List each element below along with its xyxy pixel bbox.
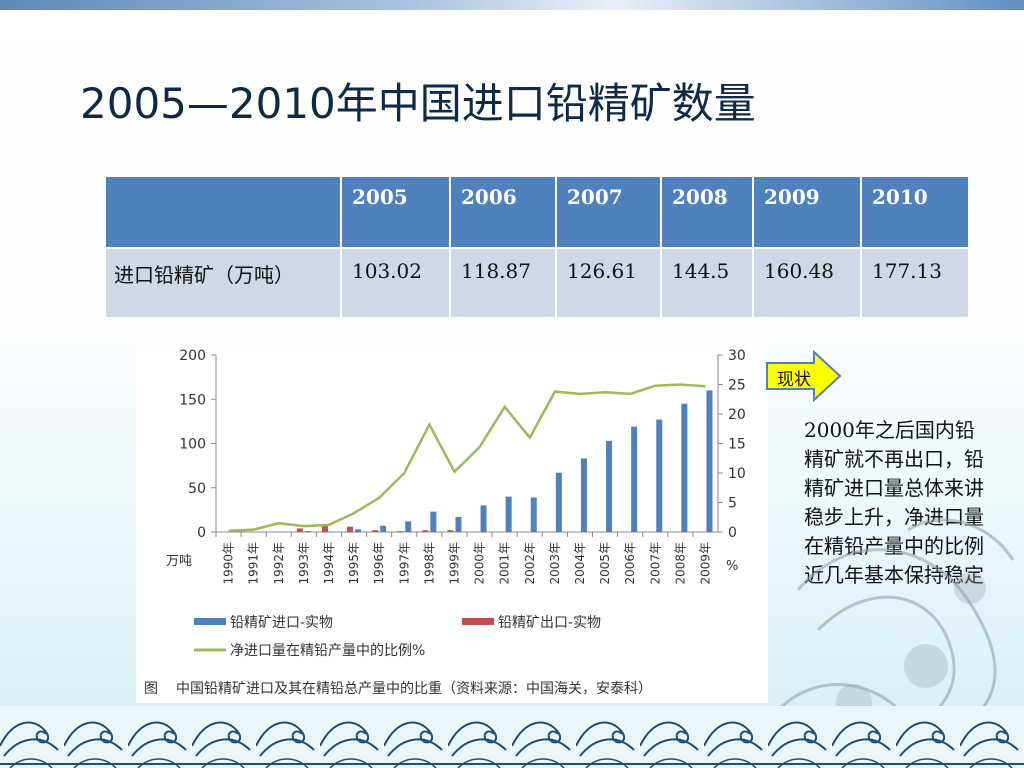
y-right-tick-label: 0 [728,525,737,541]
bar-export [372,530,379,532]
table-cell: 144.5 [660,247,754,319]
bar-import [555,472,562,532]
x-tick-label: 2008年 [673,542,687,585]
table-cell: 126.61 [555,247,662,319]
table-header-cell [104,175,342,249]
y-left-tick-label: 150 [179,392,206,408]
table-cell: 160.48 [752,247,862,319]
bar-import [606,440,613,532]
bar-import [631,426,638,532]
table-row: 进口铅精矿（万吨） 103.02 118.87 126.61 144.5 160… [104,247,970,319]
x-tick-label: 1995年 [347,542,361,585]
callout-arrow: 现状 [766,349,842,403]
bar-export [296,528,303,532]
x-tick-label: 2006年 [623,542,637,585]
y-right-unit: % [726,559,738,574]
chart-panel: 0 50 100 150 200 0 5 10 15 20 25 30 万吨% 1990年 1991年 199… [136,345,768,703]
right-arrow-icon [766,349,842,403]
bar-import [455,516,462,532]
table-row-label: 进口铅精矿（万吨） [104,247,342,319]
bar-import [530,497,537,532]
bar-import [480,505,487,532]
x-tick-label: 2004年 [573,542,587,585]
bar-import [656,419,663,532]
x-tick-label: 2003年 [548,542,562,585]
table-header-row: 2005 2006 2007 2008 2009 2010 [104,175,970,249]
table-header-cell: 2007 [555,175,662,249]
x-tick-label: 2000年 [473,542,487,585]
legend-swatch-import [194,618,226,625]
y-right-tick-label: 10 [728,466,746,482]
x-tick-label: 1997年 [397,542,411,585]
y-right-tick-label: 30 [728,348,746,364]
bar-import [304,531,311,532]
bar-export [347,526,354,532]
bar-import [405,521,412,532]
bar-import [355,529,362,532]
x-tick-label: 1994年 [322,542,336,585]
x-tick-label: 1993年 [297,542,311,585]
y-right-tick-label: 5 [728,496,737,512]
y-left-tick-label: 50 [188,481,206,497]
table-header-cell: 2005 [340,175,451,249]
bar-import [505,496,512,532]
wave-border-decoration [0,706,1024,768]
legend-label-export: 铅精矿出口-实物 [498,615,601,631]
y-right-tick-label: 15 [728,437,746,453]
callout-label: 现状 [777,370,811,390]
series-line-ratio [228,383,706,533]
x-tick-label: 2007年 [648,542,662,585]
bar-import [430,511,437,532]
table-header-cell: 2008 [660,175,754,249]
side-note: 2000年之后国内铅精矿就不再出口，铅精矿进口量总体来讲稳步上升，净进口量在精铅… [804,418,984,587]
combo-chart: 0 50 100 150 200 0 5 10 15 20 25 30 万吨 % 1990年 1991年 199… [144,348,746,697]
chart-caption-lead: 图 [144,681,158,697]
top-decorative-stripe [0,0,1024,10]
bar-export [397,531,404,532]
x-tick-label: 1990年 [222,542,236,585]
x-tick-label: 1992年 [272,542,286,585]
x-tick-label: 1998年 [422,542,436,585]
bar-export [447,530,454,532]
slide-title: 2005—2010年中国进口铅精矿数量 [80,79,756,128]
x-tick-label: 2005年 [598,542,612,585]
y-left-tick-label: 200 [179,348,206,364]
y-left-unit: 万吨 [166,554,192,569]
y-left-tick-label: 0 [197,525,206,541]
x-tick-label: 2009年 [698,542,712,585]
table-cell: 103.02 [340,247,451,319]
bar-import [706,390,713,532]
x-tick-label: 2002年 [523,542,537,585]
bar-import [380,525,387,532]
table-header-cell: 2006 [449,175,557,249]
x-tick-label: 1996年 [372,542,386,585]
bar-import [580,458,587,532]
x-tick-label: 1999年 [447,542,461,585]
legend-label-import: 铅精矿进口-实物 [230,615,333,631]
chart-caption: 中国铅精矿进口及其在精铅总产量中的比重（资料来源：中国海关，安泰科） [176,681,652,697]
bar-import [681,403,688,532]
y-right-tick-label: 25 [728,378,746,394]
legend-swatch-export [462,618,494,625]
y-left-tick-label: 100 [179,437,206,453]
table-cell: 177.13 [860,247,970,319]
x-tick-label: 1991年 [247,542,261,585]
table-header-cell: 2010 [860,175,970,249]
y-right-tick-label: 20 [728,407,746,423]
x-tick-label: 2001年 [498,542,512,585]
bar-export [321,525,328,532]
legend-label-ratio: 净进口量在精铅产量中的比例% [230,643,425,659]
bar-export [422,530,429,532]
table-header-cell: 2009 [752,175,862,249]
import-data-table: 2005 2006 2007 2008 2009 2010 进口铅精矿（万吨） … [104,175,970,319]
table-cell: 118.87 [449,247,557,319]
